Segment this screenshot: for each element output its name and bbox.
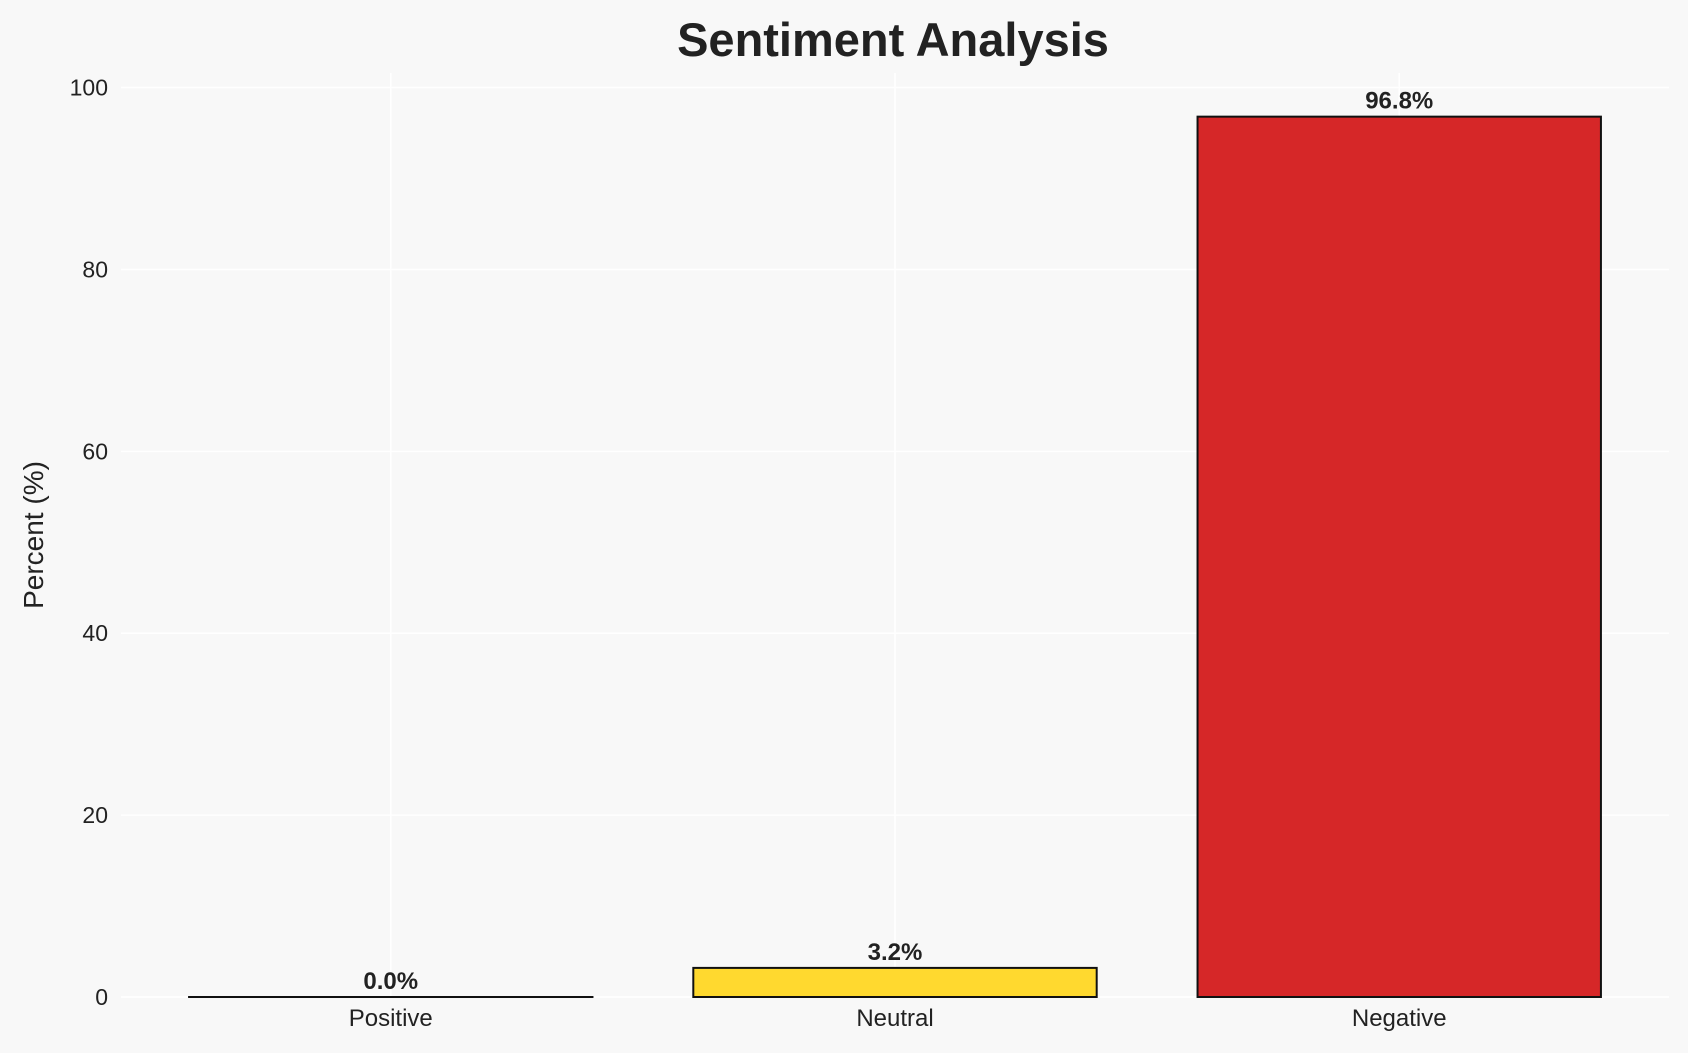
data-label: 3.2% [868, 939, 923, 966]
y-tick-label: 20 [82, 802, 108, 828]
labels: 0 20 40 60 80 100 0.0% Positive 3.2% Neutral 96.8%… [70, 75, 1447, 1032]
y-tick-label: 60 [82, 438, 108, 464]
y-tick-label: 80 [82, 256, 108, 282]
bars [188, 115, 1602, 999]
y-tick-label: 0 [95, 984, 108, 1010]
data-label: 96.8% [1365, 88, 1433, 115]
chart-title: Sentiment Analysis [677, 13, 1109, 66]
y-tick-label: 40 [82, 620, 108, 646]
data-label: 0.0% [363, 968, 418, 995]
bar-negative [1196, 115, 1602, 998]
x-tick-label: Neutral [856, 1005, 933, 1032]
y-tick-label: 100 [70, 75, 108, 101]
y-axis-label: Percent (%) [18, 461, 49, 609]
x-tick-label: Negative [1352, 1005, 1447, 1032]
x-tick-label: Positive [349, 1005, 433, 1032]
bar-neutral [692, 966, 1098, 999]
